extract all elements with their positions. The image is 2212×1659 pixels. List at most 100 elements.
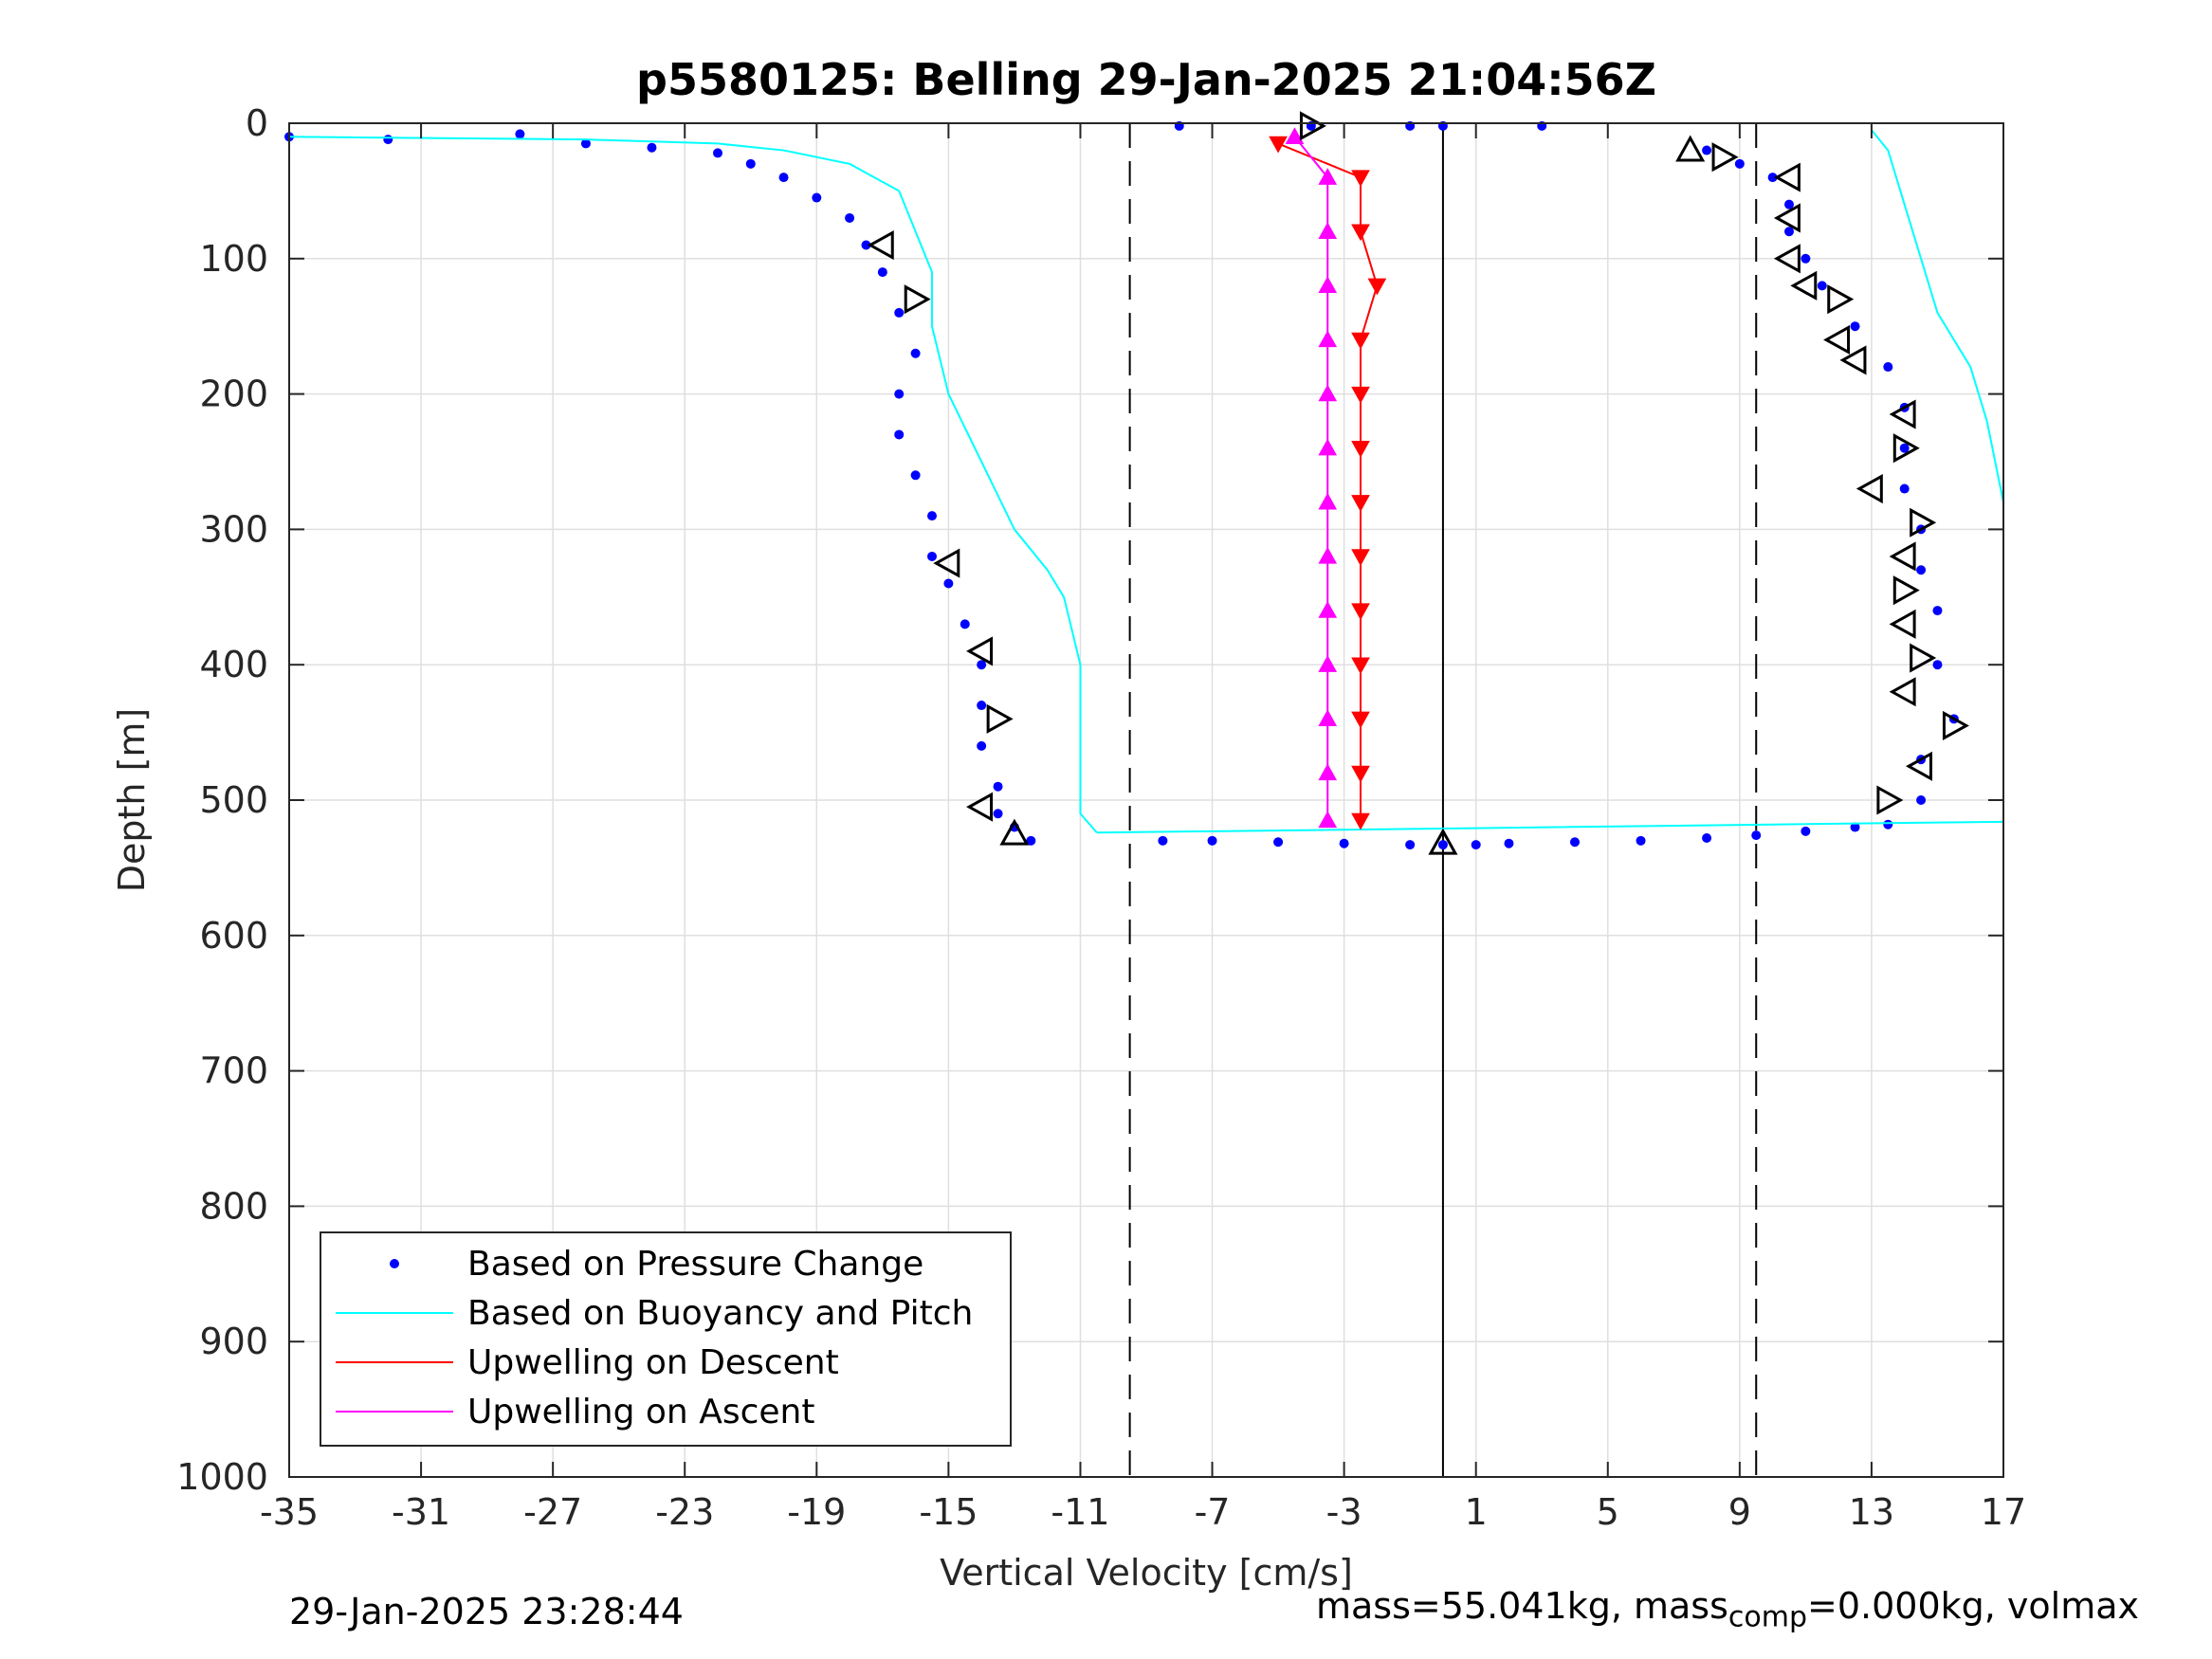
x-tick-label: 9 [1728,1491,1751,1533]
series-layer [284,111,2004,855]
data-point [1504,838,1514,848]
x-tick-label: -7 [1195,1491,1231,1533]
data-point [580,138,591,149]
pitch-marker [1889,677,1916,707]
pitch-marker [904,284,931,315]
data-point [1437,840,1448,850]
data-point [1351,170,1370,188]
data-point [1026,835,1036,846]
legend-label: Upwelling on Ascent [467,1393,814,1431]
data-point [1318,655,1338,672]
data-point [778,173,789,183]
data-point [1471,840,1481,850]
footer-timestamp: 29-Jan-2025 23:28:44 [289,1591,684,1632]
data-point [1351,711,1370,729]
data-point [1318,330,1338,348]
data-point [713,148,722,158]
legend-label: Based on Buoyancy and Pitch [467,1294,973,1333]
footer-mass-suffix: =0.000kg, volmax [1807,1585,2140,1627]
data-point [861,240,871,250]
pitch-marker [1905,751,1932,781]
data-point [1318,384,1338,402]
data-point [977,701,987,711]
data-point [1351,765,1370,783]
pitch-marker [1892,575,1920,606]
data-point [927,551,937,561]
x-axis-label: Vertical Velocity [cm/s] [940,1552,1353,1594]
data-point [1351,224,1370,242]
pitch-marker [1773,162,1801,192]
x-tick-label: -15 [919,1491,978,1533]
footer-mass-sub: comp [1728,1600,1808,1634]
pitch-marker [1889,541,1916,572]
pitch-marker [1675,135,1706,162]
data-point [977,660,987,670]
x-tick-label: -3 [1326,1491,1362,1533]
legend-label: Upwelling on Descent [467,1343,839,1382]
data-point [1351,603,1370,621]
x-tick-label: -27 [523,1491,582,1533]
data-point [1269,136,1288,154]
data-point [1850,822,1860,832]
pitch-marker [1773,203,1801,233]
pitch-marker [999,818,1030,846]
footer-mass-prefix: mass=55.041kg, mass [1316,1585,1728,1627]
y-tick-label: 400 [199,644,268,685]
series-line [1871,129,2004,556]
series-upwelling-on-ascent [1285,127,1338,829]
data-point [993,781,1003,792]
data-point [1702,832,1712,843]
data-point [894,389,905,399]
series-line [288,136,1098,833]
data-point [877,267,887,278]
data-point [1207,835,1217,846]
data-point [383,135,393,145]
pitch-marker [1910,643,1937,673]
x-tick-label: -11 [1051,1491,1109,1533]
pitch-marker [966,636,994,666]
pitch-marker [1892,433,1920,464]
x-tick-label: -23 [655,1491,714,1533]
y-tick-label: 800 [199,1185,268,1227]
data-point [1285,127,1305,144]
data-point [1318,438,1338,456]
y-tick-label: 900 [199,1321,268,1362]
data-point [1751,830,1762,841]
y-tick-label: 500 [199,779,268,821]
series-line [1277,142,1379,821]
data-point [1702,145,1712,155]
data-point [1801,253,1811,264]
data-point [1570,837,1580,848]
pitch-marker [1856,474,1883,504]
data-point [1318,222,1338,239]
pitch-marker [1428,828,1458,855]
data-point [993,809,1003,819]
x-tick-label: -19 [787,1491,846,1533]
axis-ticks: -35 -31 -27 -23 -19 -15 -11 -7 -3 1 5 9 13 1701002003… [176,102,2026,1533]
y-tick-label: 600 [199,915,268,957]
data-point [1734,158,1745,169]
legend-label: Based on Pressure Change [467,1245,923,1284]
data-point [1883,819,1893,830]
data-point [1318,168,1338,185]
reference-lines [1128,123,1758,1477]
data-point [1405,840,1416,850]
data-point [1351,495,1370,512]
data-point [1351,441,1370,458]
data-point [745,158,756,169]
pitch-marker [933,548,960,578]
legend-box [320,1231,1012,1447]
pitch-marker [1773,244,1801,274]
data-point [1899,483,1910,494]
legend: Based on Pressure Change Based on Buoyanc… [320,1231,1012,1447]
data-point [1817,281,1827,291]
pitch-marker [986,703,1014,734]
series-upwelling-on-descent [1269,136,1387,830]
data-point [1318,709,1338,727]
pitch-marker [1823,324,1851,356]
x-tick-label: 17 [1981,1491,2026,1533]
y-axis-label: Depth [m] [111,708,153,893]
data-point [910,348,921,358]
data-point [1339,838,1349,848]
